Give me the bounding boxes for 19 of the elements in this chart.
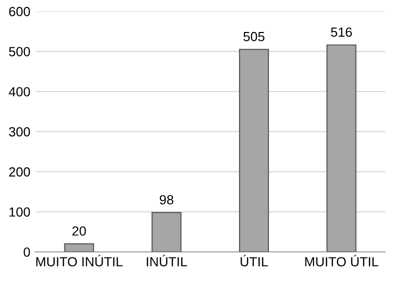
y-tick-label: 300 <box>9 127 30 137</box>
x-tick-label: ÚTIL <box>240 254 268 266</box>
y-tick-label: 0 <box>24 247 30 257</box>
bar <box>326 44 356 252</box>
data-label: 505 <box>244 32 264 42</box>
bar <box>238 48 269 252</box>
y-tick-label: 100 <box>10 207 30 217</box>
x-tick-label: MUITO INÚTIL <box>36 254 123 266</box>
bar <box>64 243 94 252</box>
data-label: 516 <box>330 27 352 37</box>
y-tick-label: 200 <box>9 167 30 177</box>
y-tick-label: 600 <box>9 6 30 16</box>
data-label: 20 <box>72 226 86 236</box>
x-tick-label: INÚTIL <box>146 254 187 266</box>
y-tick-label: 400 <box>8 87 30 96</box>
bar <box>152 212 182 252</box>
y-tick-label: 500 <box>9 46 30 56</box>
data-label: 98 <box>160 195 174 204</box>
x-tick-label: MUITO ÚTIL <box>305 254 378 266</box>
